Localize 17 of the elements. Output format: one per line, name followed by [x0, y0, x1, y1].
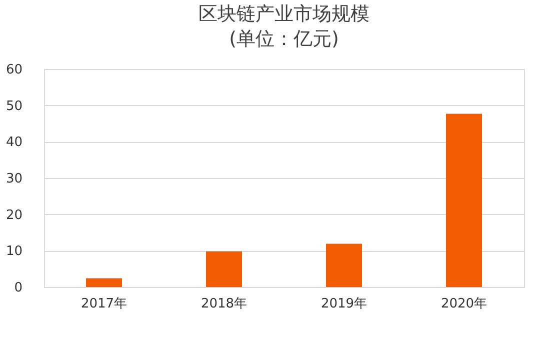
y-tick-label: 40 [6, 135, 22, 150]
chart-subtitle: (单位：亿元) [229, 28, 339, 50]
y-tick-label: 0 [14, 280, 22, 296]
x-tick-label: 2017年 [80, 296, 128, 312]
bar [206, 251, 242, 287]
y-tick-label: 30 [6, 172, 22, 186]
y-tick-label: 50 [6, 98, 22, 114]
chart-title: 区块链产业市场规模 [198, 3, 370, 25]
y-tick-label: 60 [6, 62, 22, 78]
x-tick-label: 2019年 [320, 296, 368, 312]
y-tick-label: 20 [6, 208, 22, 223]
y-tick-label: 10 [6, 244, 22, 260]
bar [326, 244, 362, 287]
bar [86, 278, 122, 287]
x-tick-label: 2018年 [200, 296, 248, 312]
x-tick-label: 2020年 [440, 296, 488, 312]
bar [446, 114, 482, 287]
